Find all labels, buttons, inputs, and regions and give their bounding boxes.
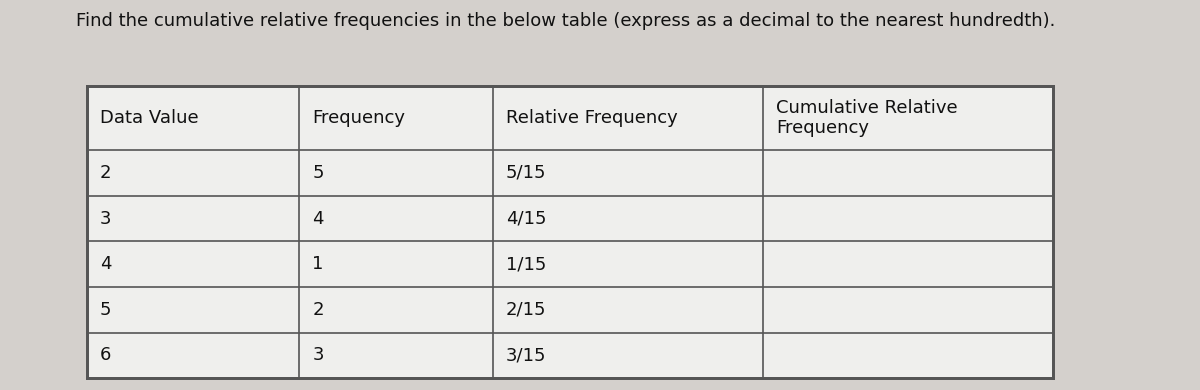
Text: 6: 6 [100,346,112,365]
Text: 3: 3 [100,209,112,228]
Text: Cumulative Relative
Frequency: Cumulative Relative Frequency [776,99,958,137]
Text: 5: 5 [100,301,112,319]
Text: 1/15: 1/15 [505,255,546,273]
Text: Relative Frequency: Relative Frequency [505,109,677,127]
Text: 4/15: 4/15 [505,209,546,228]
Text: 4: 4 [100,255,112,273]
Text: 3/15: 3/15 [505,346,546,365]
Text: 5/15: 5/15 [505,164,546,182]
Text: 3: 3 [312,346,324,365]
Text: 2: 2 [312,301,324,319]
Text: Frequency: Frequency [312,109,406,127]
Text: 2/15: 2/15 [505,301,546,319]
Text: 2: 2 [100,164,112,182]
Text: 5: 5 [312,164,324,182]
Text: Find the cumulative relative frequencies in the below table (express as a decima: Find the cumulative relative frequencies… [76,12,1055,30]
Text: 1: 1 [312,255,324,273]
Text: Data Value: Data Value [100,109,198,127]
Text: 4: 4 [312,209,324,228]
